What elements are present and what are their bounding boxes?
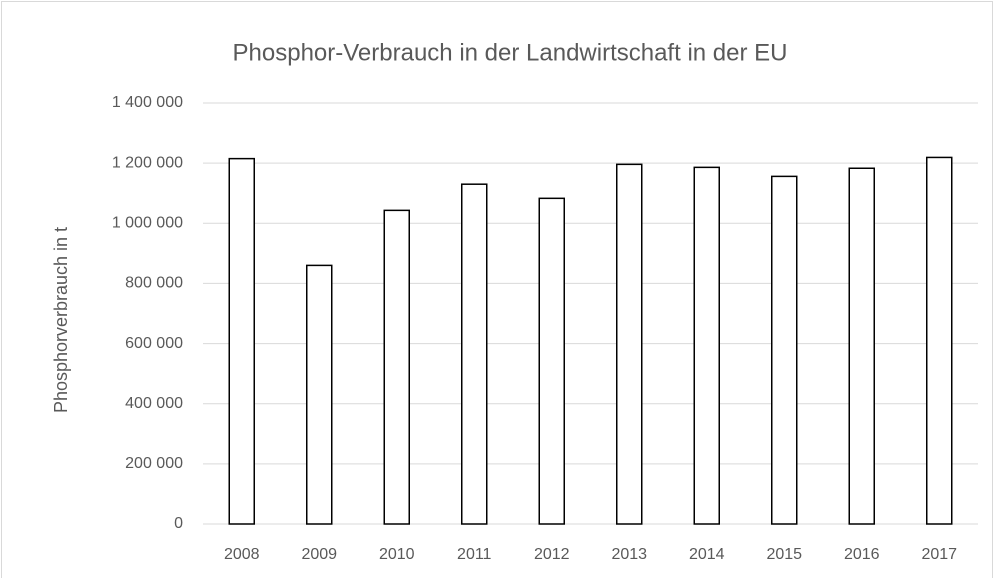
y-tick-label: 800 000: [125, 275, 183, 292]
y-axis-label: Phosphorverbrauch in t: [51, 227, 71, 413]
y-tick-label: 1 400 000: [112, 94, 183, 111]
bar: [538, 197, 565, 525]
bar: [771, 175, 798, 525]
x-tick-label: 2016: [844, 546, 880, 563]
bar: [616, 163, 643, 525]
y-tick-label: 400 000: [125, 395, 183, 412]
x-tick-label: 2008: [224, 546, 260, 563]
bar: [926, 156, 953, 525]
y-tick-label: 1 200 000: [112, 154, 183, 171]
y-tick-label: 200 000: [125, 455, 183, 472]
x-tick-label: 2015: [766, 546, 802, 563]
y-tick-label: 0: [174, 515, 183, 532]
x-tick-label: 2017: [921, 546, 957, 563]
x-tick-label: 2013: [611, 546, 647, 563]
x-tick-label: 2012: [534, 546, 570, 563]
y-tick-label: 1 000 000: [112, 215, 183, 232]
bar: [693, 166, 720, 525]
y-tick-label: 600 000: [125, 335, 183, 352]
x-tick-label: 2011: [457, 546, 492, 563]
chart-title: Phosphor-Verbrauch in der Landwirtschaft…: [233, 39, 788, 66]
bar: [848, 167, 875, 525]
bar: [306, 264, 333, 525]
x-tick-label: 2009: [301, 546, 337, 563]
x-tick-label: 2010: [379, 546, 415, 563]
bar: [383, 209, 410, 525]
bar: [228, 157, 255, 525]
x-tick-label: 2014: [689, 546, 725, 563]
bar: [461, 183, 488, 525]
